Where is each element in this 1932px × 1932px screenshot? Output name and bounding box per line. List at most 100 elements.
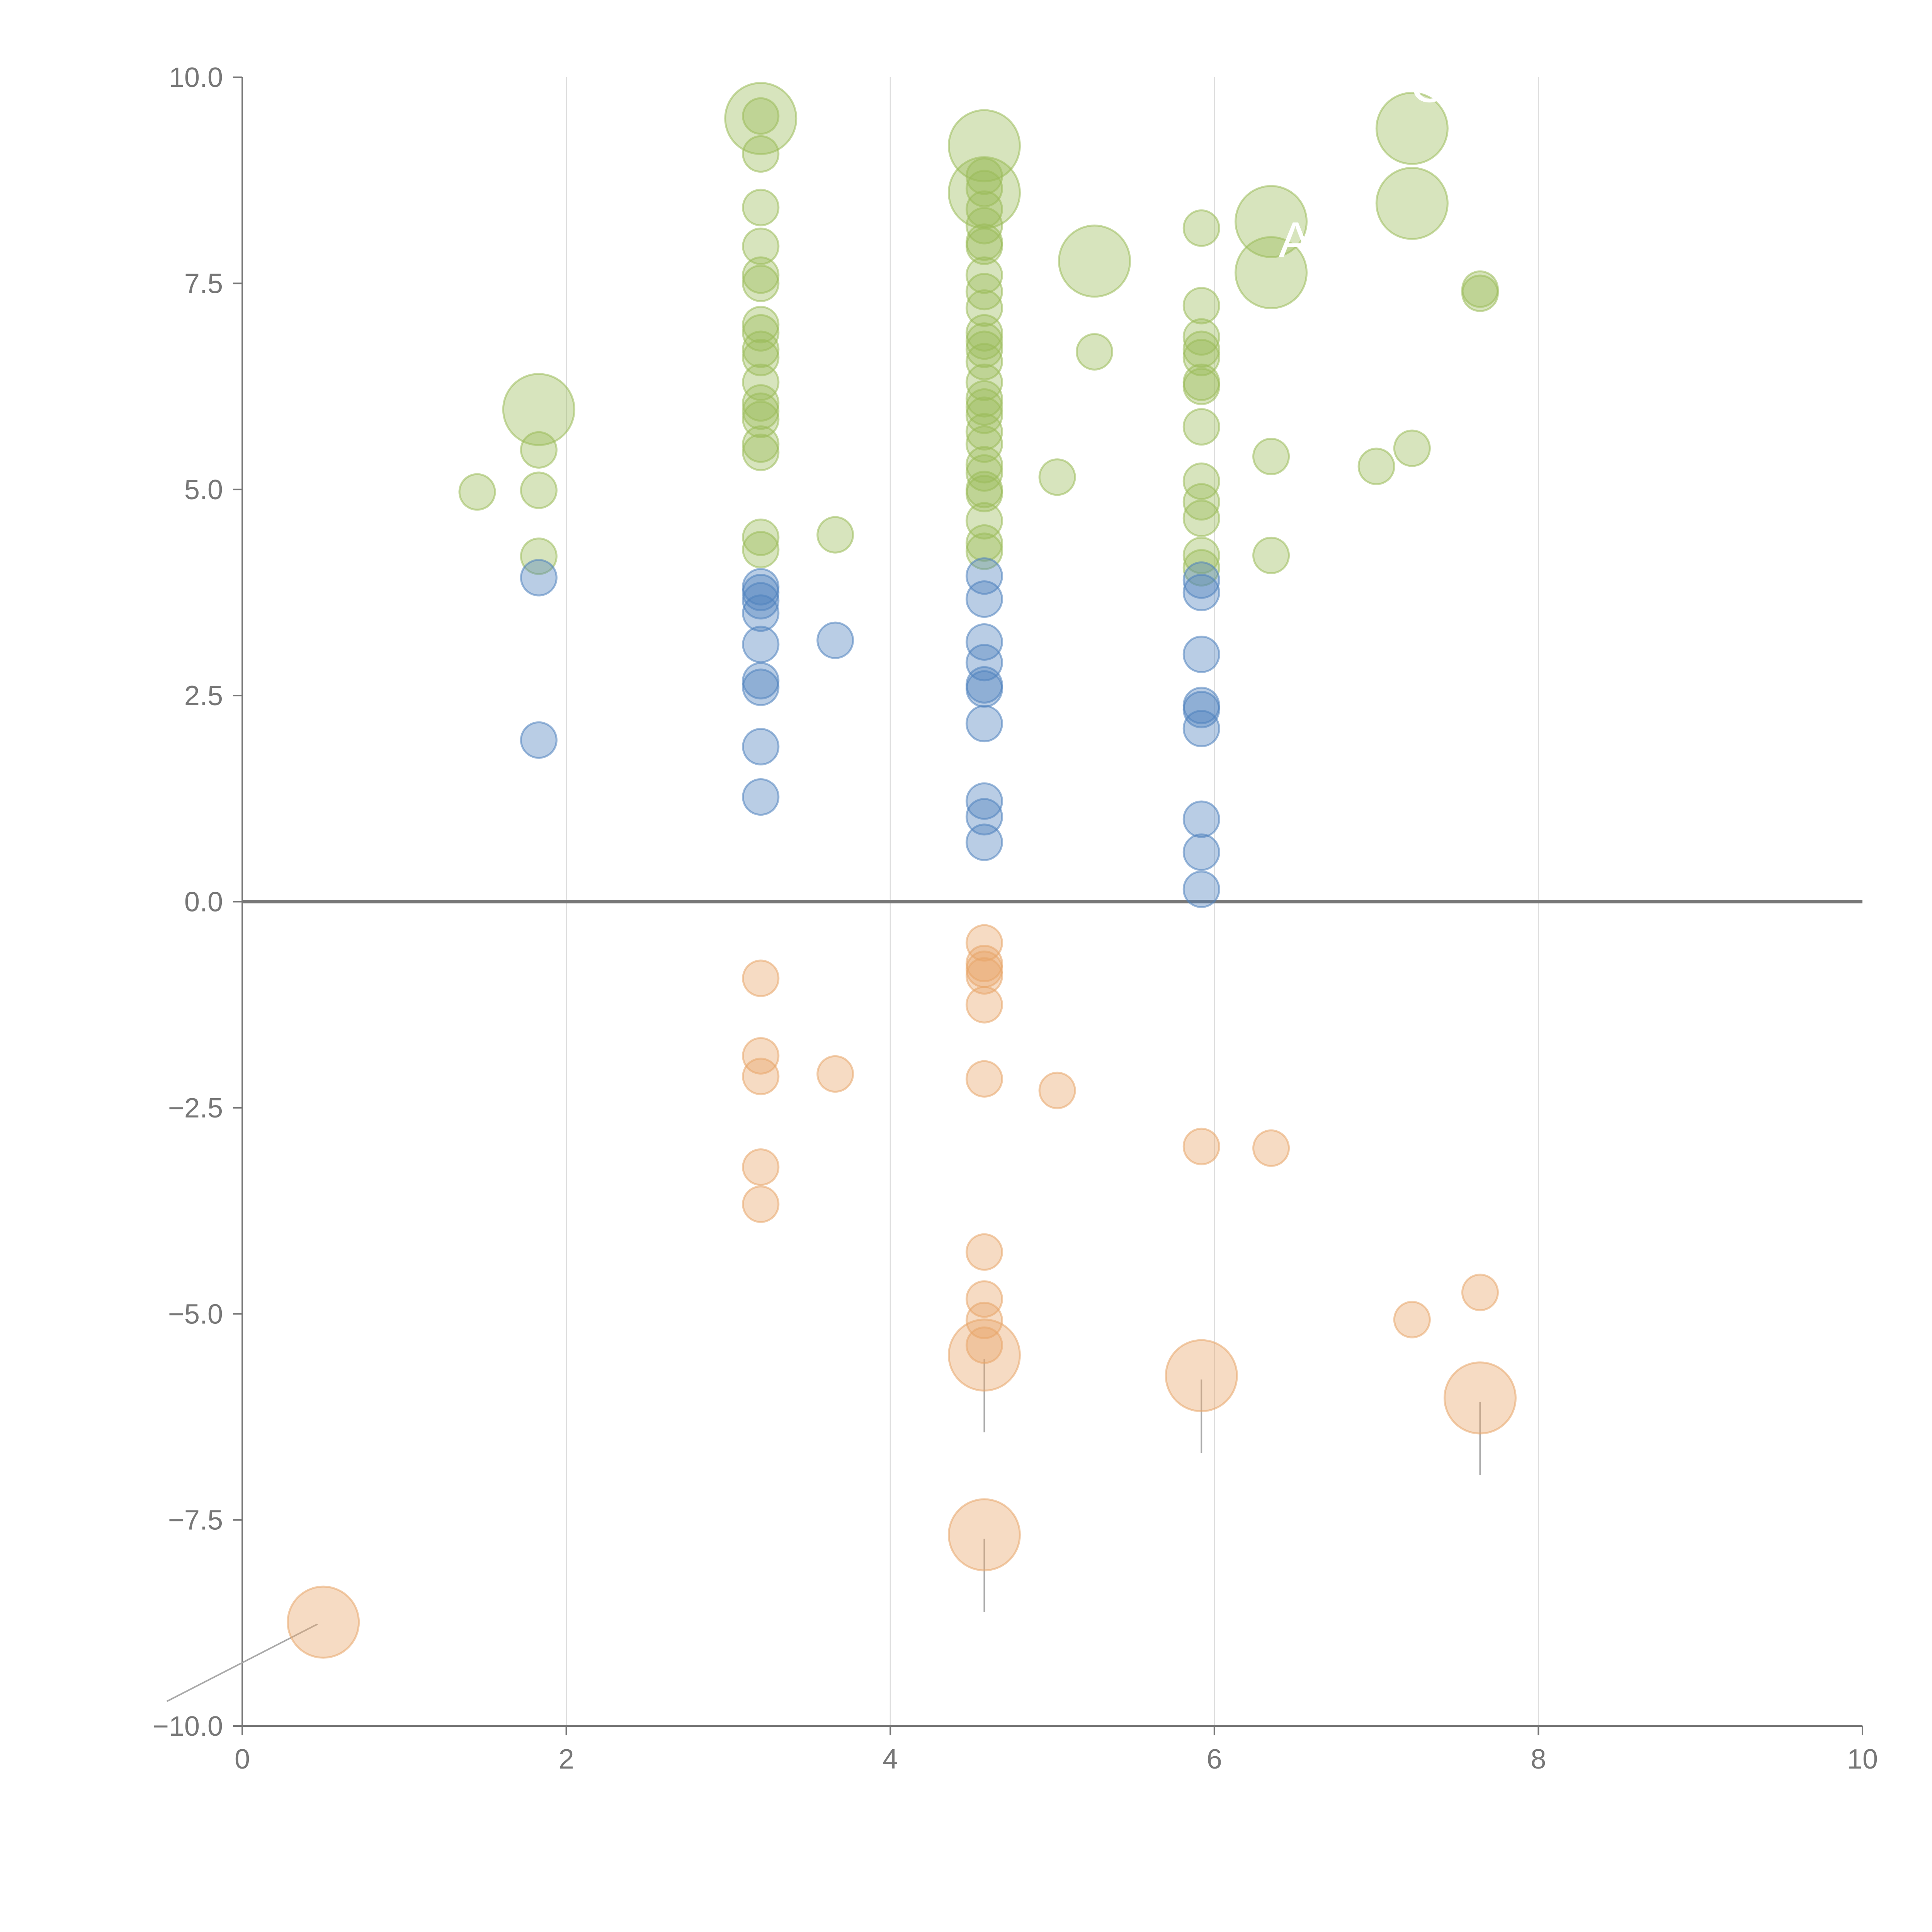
green-point [1252, 437, 1290, 475]
x-tick-label: 8 [1531, 1744, 1546, 1775]
y-tick-label: −2.5 [168, 1093, 223, 1124]
green-point [965, 207, 1003, 245]
green-point [965, 396, 1003, 434]
orange-point [965, 1060, 1003, 1098]
green-point [1461, 274, 1499, 312]
green-point [1182, 330, 1220, 368]
blue-point [1182, 573, 1220, 611]
green-point [965, 190, 1003, 228]
green-point [1038, 458, 1076, 496]
green-point [1182, 318, 1220, 356]
blue-point [520, 559, 558, 597]
green-point [742, 227, 780, 265]
label-leader-line [1090, 268, 1116, 285]
orange-large-point [1165, 1339, 1238, 1412]
blue-point [742, 594, 780, 632]
green-point [1182, 287, 1220, 325]
green-point [742, 97, 780, 135]
green-point [965, 343, 1003, 381]
data-points [287, 82, 1517, 1659]
blue-point [965, 557, 1003, 595]
blue-point [742, 573, 780, 611]
green-point [1357, 447, 1395, 485]
green-large-point [502, 373, 575, 446]
orange-point [965, 1280, 1003, 1318]
green-point [816, 516, 854, 554]
green-point [742, 384, 780, 422]
blue-point [1182, 870, 1220, 908]
orange-point [1182, 1128, 1220, 1165]
green-point [742, 392, 780, 430]
y-tick-label: 7.5 [184, 268, 223, 299]
green-point [965, 380, 1003, 418]
green-point [742, 330, 780, 368]
orange-point [816, 1055, 854, 1093]
green-point [1252, 536, 1290, 574]
orange-point [965, 1326, 1003, 1364]
x-tick-label: 4 [883, 1744, 898, 1775]
green-point [965, 413, 1003, 451]
green-large-point [947, 109, 1021, 182]
green-large-point [1235, 185, 1308, 258]
label-leader-line [1408, 135, 1434, 152]
label-leader-line [1267, 279, 1293, 297]
orange-large-point [1443, 1361, 1517, 1435]
y-tick-label: −7.5 [168, 1505, 223, 1536]
blue-point [742, 582, 780, 620]
axes: −10.0 −7.5 −5.0 −2.5 0.0 2.5 5.0 7.5 10.0 0 2 4 6 8 10 [153, 62, 1878, 1775]
orange-large-point [947, 1318, 1021, 1392]
y-tick-label: 0.0 [184, 887, 223, 918]
leader-line [166, 1623, 318, 1702]
orange-point [742, 959, 780, 997]
green-point [742, 256, 780, 294]
green-point [965, 425, 1003, 463]
orange-point [1038, 1071, 1076, 1109]
green-point [742, 189, 780, 226]
y-tick-label: 10.0 [169, 62, 223, 93]
blue-point [965, 705, 1003, 743]
green-point [1182, 499, 1220, 537]
green-large-point [1375, 92, 1449, 165]
green-point [965, 474, 1003, 512]
green-large-point [1058, 224, 1131, 298]
green-large-point [947, 156, 1021, 230]
x-tick-label: 0 [235, 1744, 250, 1775]
y-tick-label: 5.0 [184, 474, 223, 505]
blue-point [965, 798, 1003, 836]
blue-point [1182, 833, 1220, 871]
green-point [1182, 462, 1220, 500]
green-point [965, 256, 1003, 294]
blue-point [965, 782, 1003, 820]
label-leader-line [534, 417, 561, 434]
orange-point [742, 1185, 780, 1223]
green-large-point [724, 82, 798, 155]
x-tick-label: 10 [1847, 1744, 1878, 1775]
orange-point [742, 1037, 780, 1075]
green-point [1182, 408, 1220, 446]
green-point [965, 314, 1003, 352]
orange-large-point [947, 1498, 1021, 1571]
leader-lines [166, 125, 1481, 1702]
green-point [965, 273, 1003, 311]
blue-point [1182, 690, 1220, 728]
orange-point [1393, 1301, 1431, 1338]
green-point [520, 537, 558, 575]
blue-point [742, 778, 780, 816]
orange-point [742, 1058, 780, 1095]
green-point [520, 431, 558, 469]
y-tick-label: −5.0 [168, 1299, 223, 1330]
orange-point [742, 1148, 780, 1186]
y-tick-label: −10.0 [153, 1711, 223, 1742]
green-point [742, 363, 780, 401]
point-labels: AC [1279, 56, 1446, 268]
blue-point [965, 644, 1003, 682]
orange-point [965, 924, 1003, 962]
blue-point [1182, 561, 1220, 599]
blue-point [965, 670, 1003, 708]
orange-large-point [287, 1585, 360, 1659]
label-leader-line [1408, 210, 1434, 228]
green-point [1076, 333, 1114, 371]
blue-point [965, 580, 1003, 618]
point-annotation: A [1279, 211, 1312, 268]
